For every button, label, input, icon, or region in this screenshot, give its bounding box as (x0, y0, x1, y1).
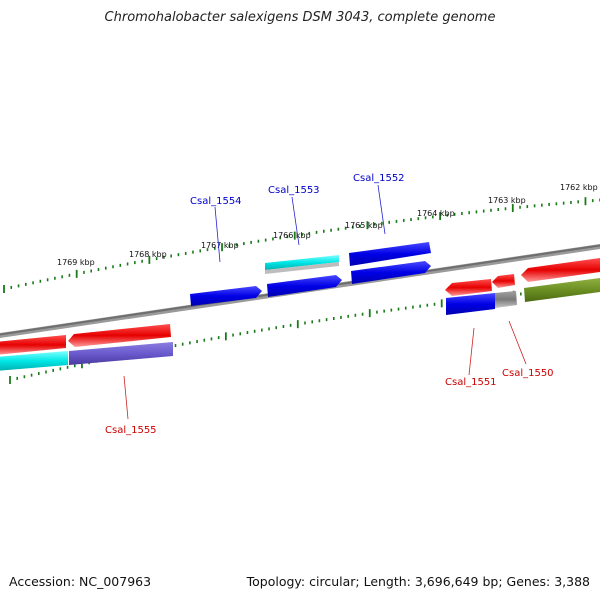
gene-arrow-cyan[interactable] (0, 351, 68, 371)
topology-summary: Topology: circular; Length: 3,696,649 bp… (246, 574, 590, 589)
gene-label-csal-1550[interactable]: Csal_1550 (502, 368, 554, 379)
gene-arrow-olive[interactable] (524, 278, 600, 302)
gene-arrow-forward[interactable] (267, 275, 342, 297)
gene-arrow-forward-cyan[interactable] (265, 255, 339, 270)
scale-label-1762: 1762 kbp (560, 183, 598, 192)
callout-line (291, 196, 300, 246)
reverse-strand-genes (0, 324, 173, 371)
gene-arrow-forward[interactable] (351, 261, 431, 284)
scale-labels: 1769 kbp 1768 kbp 1767 kbp 1766 kbp 1765… (57, 183, 598, 267)
scale-label-1769: 1769 kbp (57, 258, 95, 267)
upper-tick-ring (3, 197, 600, 293)
scale-label-1768: 1768 kbp (129, 250, 167, 259)
gene-arrow-reverse[interactable] (68, 324, 171, 347)
callout-line (468, 327, 475, 376)
gene-arrow-forward[interactable] (190, 286, 262, 306)
scale-label-1763: 1763 kbp (488, 196, 526, 205)
callout-line (508, 320, 527, 365)
map-title: Chromohalobacter salexigens DSM 3043, co… (104, 10, 496, 25)
gene-arrow-reverse[interactable] (445, 279, 492, 296)
gene-label-csal-1553[interactable]: Csal_1553 (268, 185, 320, 196)
right-cluster-genes (445, 258, 600, 315)
callout-line (123, 375, 129, 420)
accession-text: Accession: NC_007963 (9, 574, 152, 589)
scale-label-1767: 1767 kbp (201, 241, 239, 250)
gene-label-csal-1552[interactable]: Csal_1552 (353, 173, 405, 184)
gene-arrow-forward[interactable] (349, 242, 431, 266)
callout-line (214, 206, 221, 263)
gene-label-csal-1555[interactable]: Csal_1555 (105, 425, 157, 436)
gene-arrow-reverse[interactable] (492, 274, 515, 288)
scale-label-1765: 1765 kbp (345, 221, 383, 230)
gene-label-csal-1554[interactable]: Csal_1554 (190, 196, 242, 207)
gene-arrow-reverse[interactable] (521, 258, 600, 282)
scale-label-1764: 1764 kbp (417, 209, 455, 218)
scale-label-1766: 1766 kbp (273, 231, 311, 240)
gene-arrow-purple[interactable] (69, 342, 173, 365)
gene-label-csal-1551[interactable]: Csal_1551 (445, 377, 497, 388)
forward-strand-genes (190, 242, 431, 306)
gene-shadow-gray (265, 262, 339, 274)
gene-arrow-reverse[interactable] (0, 335, 66, 355)
gene-callouts: Csal_1554 Csal_1553 Csal_1552 Csal_1551 … (105, 173, 554, 436)
callout-line (377, 184, 386, 235)
gene-arrow-forward[interactable] (446, 293, 495, 315)
gene-feature-gray[interactable] (495, 291, 517, 308)
